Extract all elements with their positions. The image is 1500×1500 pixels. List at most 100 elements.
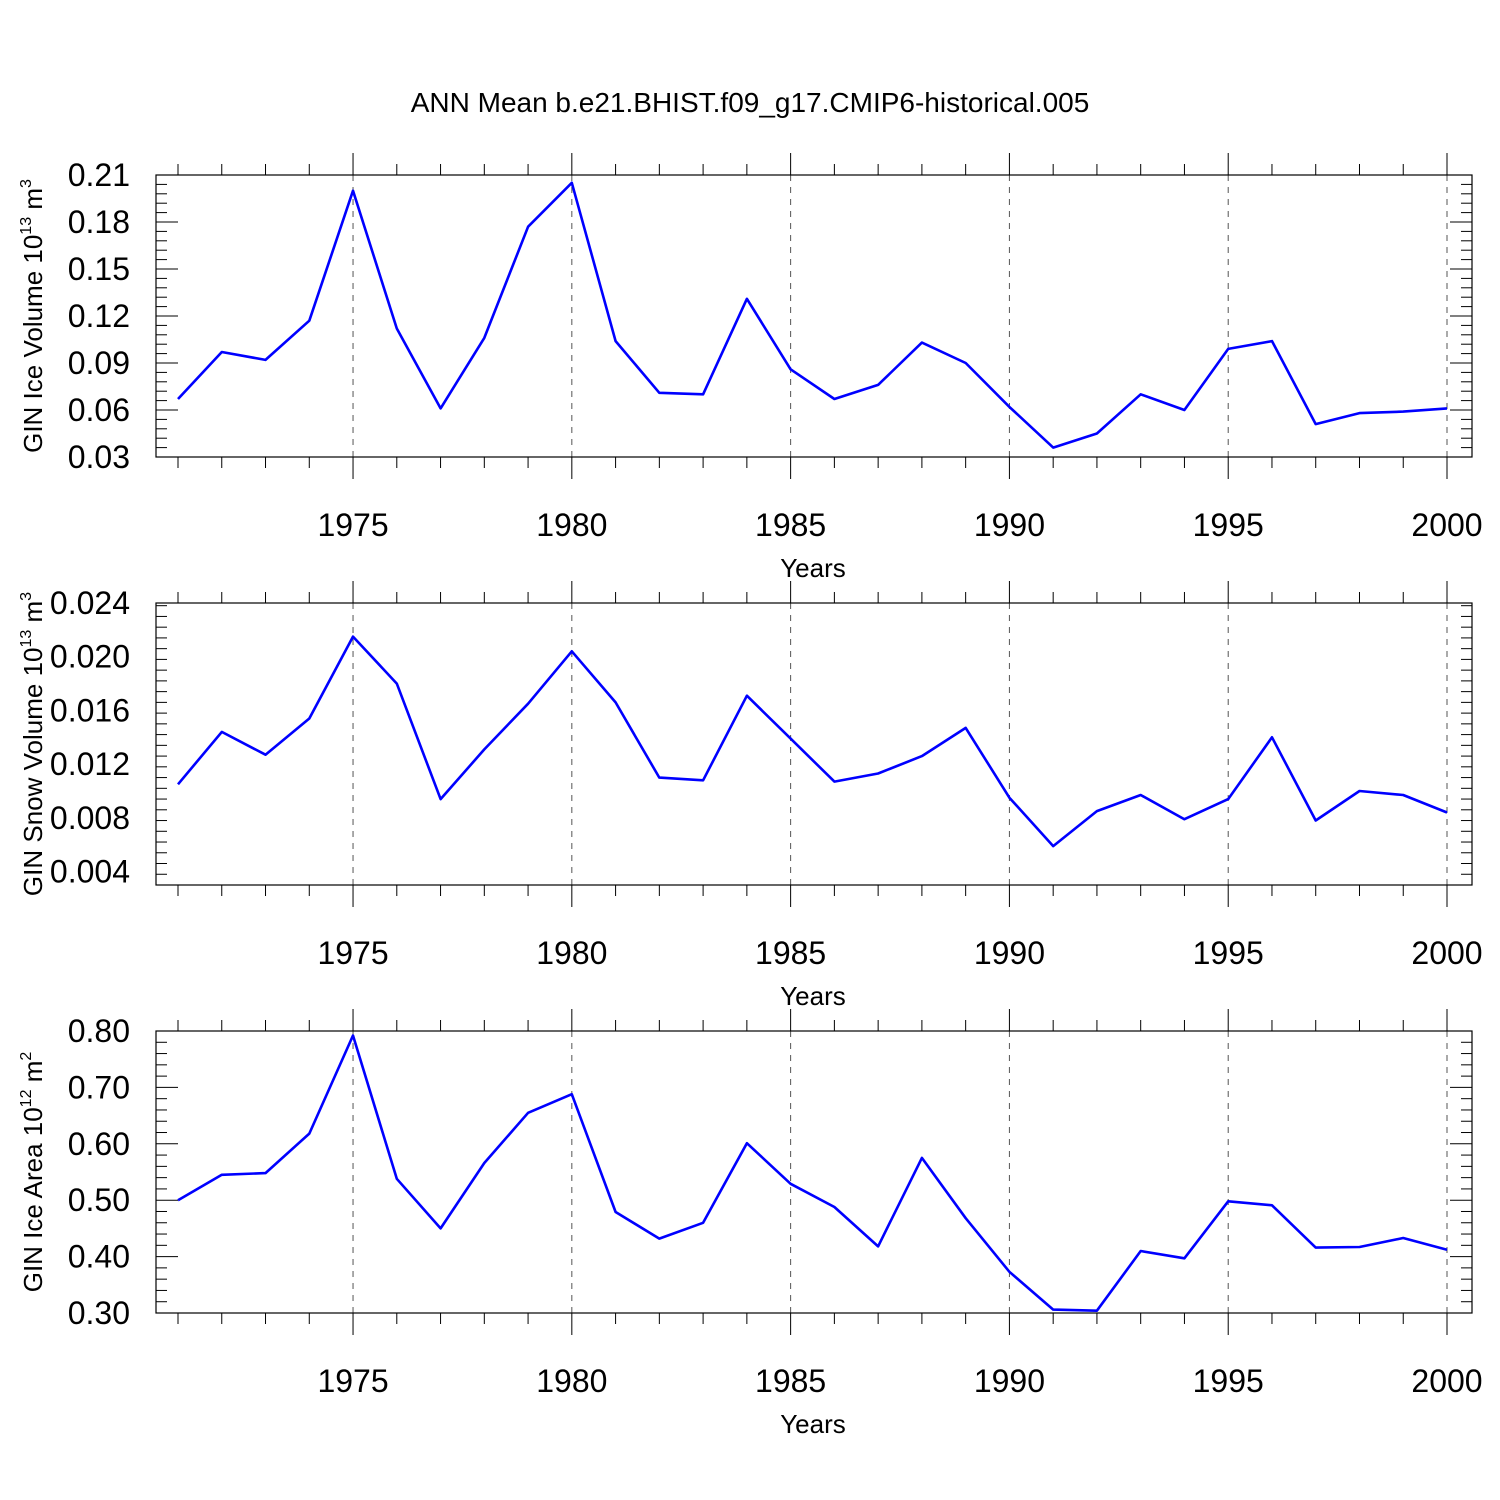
data-point bbox=[789, 1182, 793, 1186]
data-point bbox=[1182, 408, 1186, 412]
chart-title: ANN Mean b.e21.BHIST.f09_g17.CMIP6-histo… bbox=[411, 87, 1090, 118]
x-tick-label: 2000 bbox=[1411, 935, 1482, 971]
data-point bbox=[657, 391, 661, 395]
data-point bbox=[1007, 405, 1011, 409]
x-tick-label: 1990 bbox=[974, 507, 1045, 543]
data-point bbox=[307, 1132, 311, 1136]
series-line bbox=[177, 181, 1448, 449]
data-point bbox=[351, 189, 355, 193]
data-point bbox=[920, 1156, 924, 1160]
data-point bbox=[1445, 406, 1449, 410]
data-point bbox=[1357, 1245, 1361, 1249]
data-point bbox=[220, 730, 224, 734]
y-axis-label: GIN Snow Volume 1013 m3 bbox=[18, 592, 48, 896]
data-point bbox=[570, 1092, 574, 1096]
data-point bbox=[745, 1141, 749, 1145]
data-point bbox=[832, 1205, 836, 1209]
data-point bbox=[1314, 819, 1318, 823]
y-tick-label: 0.80 bbox=[68, 1013, 130, 1049]
data-point bbox=[264, 1171, 268, 1175]
data-point bbox=[876, 1244, 880, 1248]
data-point bbox=[657, 1237, 661, 1241]
x-tick-label: 1980 bbox=[536, 507, 607, 543]
y-tick-label: 0.016 bbox=[50, 692, 130, 728]
data-point bbox=[1314, 1246, 1318, 1250]
data-point bbox=[1226, 797, 1230, 801]
data-point bbox=[439, 1226, 443, 1230]
x-tick-label: 1975 bbox=[317, 1363, 388, 1399]
data-point bbox=[964, 726, 968, 730]
data-point bbox=[701, 392, 705, 396]
y-axis-label: GIN Ice Area 1012 m2 bbox=[18, 1052, 48, 1293]
series-line bbox=[177, 1034, 1448, 1312]
y-tick-label: 0.024 bbox=[50, 585, 130, 621]
y-tick-label: 0.60 bbox=[68, 1126, 130, 1162]
data-point bbox=[570, 181, 574, 185]
y-tick-label: 0.40 bbox=[68, 1239, 130, 1275]
data-point bbox=[657, 776, 661, 780]
data-point bbox=[482, 1161, 486, 1165]
data-point bbox=[832, 397, 836, 401]
y-tick-label: 0.012 bbox=[50, 746, 130, 782]
y-tick-label: 0.004 bbox=[50, 854, 130, 890]
data-point bbox=[701, 778, 705, 782]
data-point bbox=[614, 339, 618, 343]
data-point bbox=[1095, 809, 1099, 813]
x-axis-label: Years bbox=[780, 981, 846, 1011]
data-point bbox=[1139, 392, 1143, 396]
data-point bbox=[1095, 432, 1099, 436]
y-tick-label: 0.12 bbox=[68, 298, 130, 334]
data-point bbox=[439, 797, 443, 801]
y-tick-label: 0.15 bbox=[68, 251, 130, 287]
y-tick-label: 0.008 bbox=[50, 800, 130, 836]
data-point bbox=[614, 1210, 618, 1214]
x-tick-label: 1990 bbox=[974, 935, 1045, 971]
x-axis-label: Years bbox=[780, 553, 846, 583]
data-point bbox=[964, 1216, 968, 1220]
x-tick-label: 1975 bbox=[317, 935, 388, 971]
data-point bbox=[307, 319, 311, 323]
data-point bbox=[920, 754, 924, 758]
data-point bbox=[964, 361, 968, 365]
data-point bbox=[1051, 446, 1055, 450]
data-point bbox=[176, 782, 180, 786]
data-point bbox=[395, 1177, 399, 1181]
data-point bbox=[701, 1221, 705, 1225]
data-point bbox=[264, 358, 268, 362]
data-point bbox=[176, 1198, 180, 1202]
data-point bbox=[1051, 844, 1055, 848]
x-tick-label: 1980 bbox=[536, 935, 607, 971]
data-point bbox=[526, 702, 530, 706]
data-point bbox=[1007, 796, 1011, 800]
data-point bbox=[395, 327, 399, 331]
data-point bbox=[526, 1111, 530, 1115]
x-tick-label: 1990 bbox=[974, 1363, 1045, 1399]
data-point bbox=[1270, 1203, 1274, 1207]
y-tick-label: 0.50 bbox=[68, 1182, 130, 1218]
y-tick-label: 0.70 bbox=[68, 1069, 130, 1105]
series-line bbox=[177, 635, 1448, 848]
panel-snow-volume: Years 0.004 0.008 0.012 0.016 0.020 0.024 1975… bbox=[18, 581, 1483, 1011]
data-point bbox=[351, 1034, 355, 1038]
data-point bbox=[876, 772, 880, 776]
x-tick-label: 1995 bbox=[1193, 935, 1264, 971]
plot-frame bbox=[155, 174, 1473, 458]
data-point bbox=[351, 635, 355, 639]
data-point bbox=[1139, 1249, 1143, 1253]
x-tick-label: 1995 bbox=[1193, 1363, 1264, 1399]
data-point bbox=[1401, 1236, 1405, 1240]
y-tick-label: 0.06 bbox=[68, 392, 130, 428]
data-point bbox=[832, 780, 836, 784]
data-point bbox=[1314, 422, 1318, 426]
data-point bbox=[395, 682, 399, 686]
plot-frame bbox=[155, 1030, 1473, 1314]
data-point bbox=[1357, 411, 1361, 415]
x-tick-label: 1975 bbox=[317, 507, 388, 543]
x-tick-label: 1985 bbox=[755, 1363, 826, 1399]
y-tick-label: 0.09 bbox=[68, 345, 130, 381]
data-point bbox=[789, 737, 793, 741]
data-point bbox=[482, 747, 486, 751]
data-point bbox=[1182, 817, 1186, 821]
x-tick-label: 1995 bbox=[1193, 507, 1264, 543]
